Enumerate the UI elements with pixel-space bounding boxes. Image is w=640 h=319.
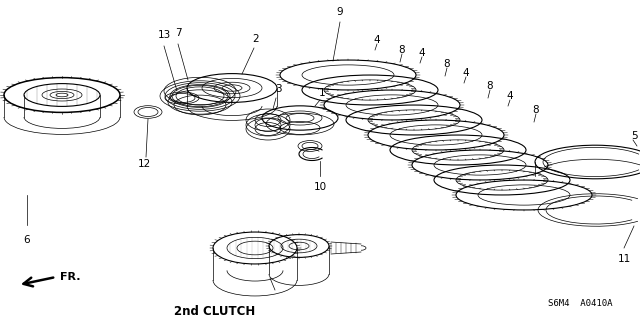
Text: 9: 9 — [337, 7, 343, 17]
Text: 4: 4 — [419, 48, 426, 58]
Text: 8: 8 — [486, 81, 493, 91]
Text: 13: 13 — [157, 30, 171, 40]
Text: 12: 12 — [138, 159, 150, 169]
Text: 8: 8 — [444, 59, 451, 69]
Text: 4: 4 — [507, 91, 513, 101]
Text: S6M4  A0410A: S6M4 A0410A — [548, 299, 612, 308]
Text: FR.: FR. — [60, 272, 81, 282]
Text: 8: 8 — [532, 105, 540, 115]
Text: 4: 4 — [463, 68, 469, 78]
Text: 2: 2 — [253, 34, 259, 44]
Text: 3: 3 — [275, 84, 282, 94]
Text: 8: 8 — [399, 45, 405, 55]
Text: 2nd CLUTCH: 2nd CLUTCH — [174, 305, 255, 318]
Text: 11: 11 — [618, 254, 630, 264]
Text: 6: 6 — [24, 235, 30, 245]
Text: 4: 4 — [374, 35, 380, 45]
Text: 7: 7 — [175, 28, 181, 38]
Text: 10: 10 — [314, 182, 326, 192]
Text: 1: 1 — [319, 88, 325, 98]
Text: 5: 5 — [632, 131, 638, 141]
